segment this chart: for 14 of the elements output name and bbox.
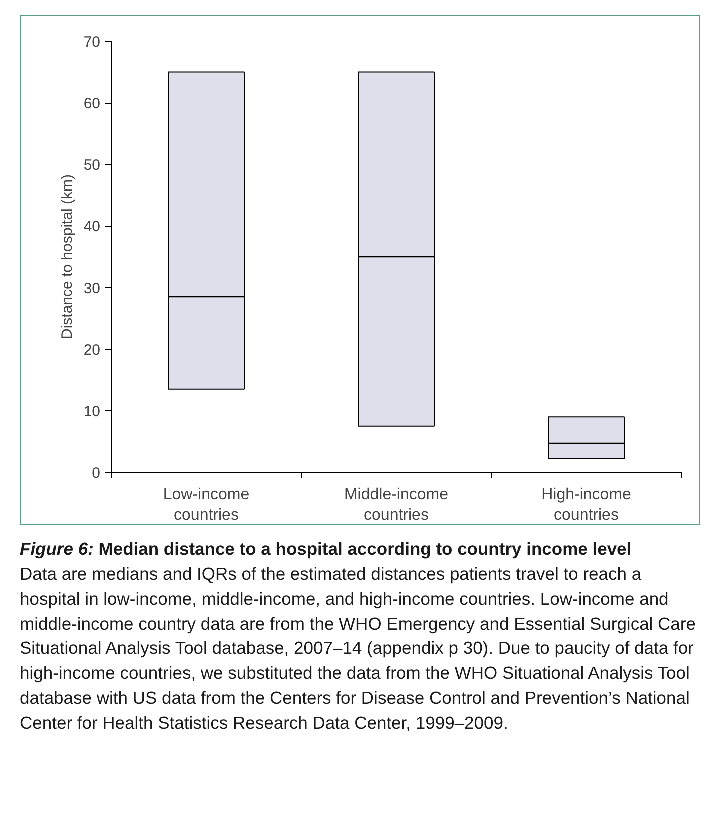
y-tick-label: 30: [84, 280, 101, 298]
x-tick-label: Low-income countries: [163, 486, 250, 524]
text: Data are medians and IQRs of the estimated distances patients travel to reach a hospital in low-income, middle-income, and high-income countries. Low-income and middle-income country data are from the WHO Emergency and Essential Surgical Care Situational Analysis Tool database, 2007–14 (appendix p 30). Due to paucity of data for high-income countries, we substituted the data from the WHO Situational Analysis Tool database with US data from the Centers for Disease Control and Prevention’s National Center for Health Statistics Research Data Center, 1999–2009.: [20, 564, 696, 733]
x-tick-label: High-income countries: [542, 486, 632, 524]
y-tick-label: 70: [84, 34, 101, 51]
y-tick-label: 40: [84, 218, 101, 236]
y-tick-label: 10: [84, 403, 101, 420]
x-tick-label: Middle-income countries: [344, 486, 449, 524]
text: Figure 6: Median distance to a hospital according to country income level: [20, 539, 632, 559]
y-tick-label: 50: [84, 157, 101, 174]
y-tick-label: 60: [84, 96, 101, 113]
y-tick-label: 20: [84, 342, 101, 359]
y-axis-title: Distance to hospital (km): [58, 174, 76, 340]
y-tick-label: 0: [92, 465, 100, 482]
